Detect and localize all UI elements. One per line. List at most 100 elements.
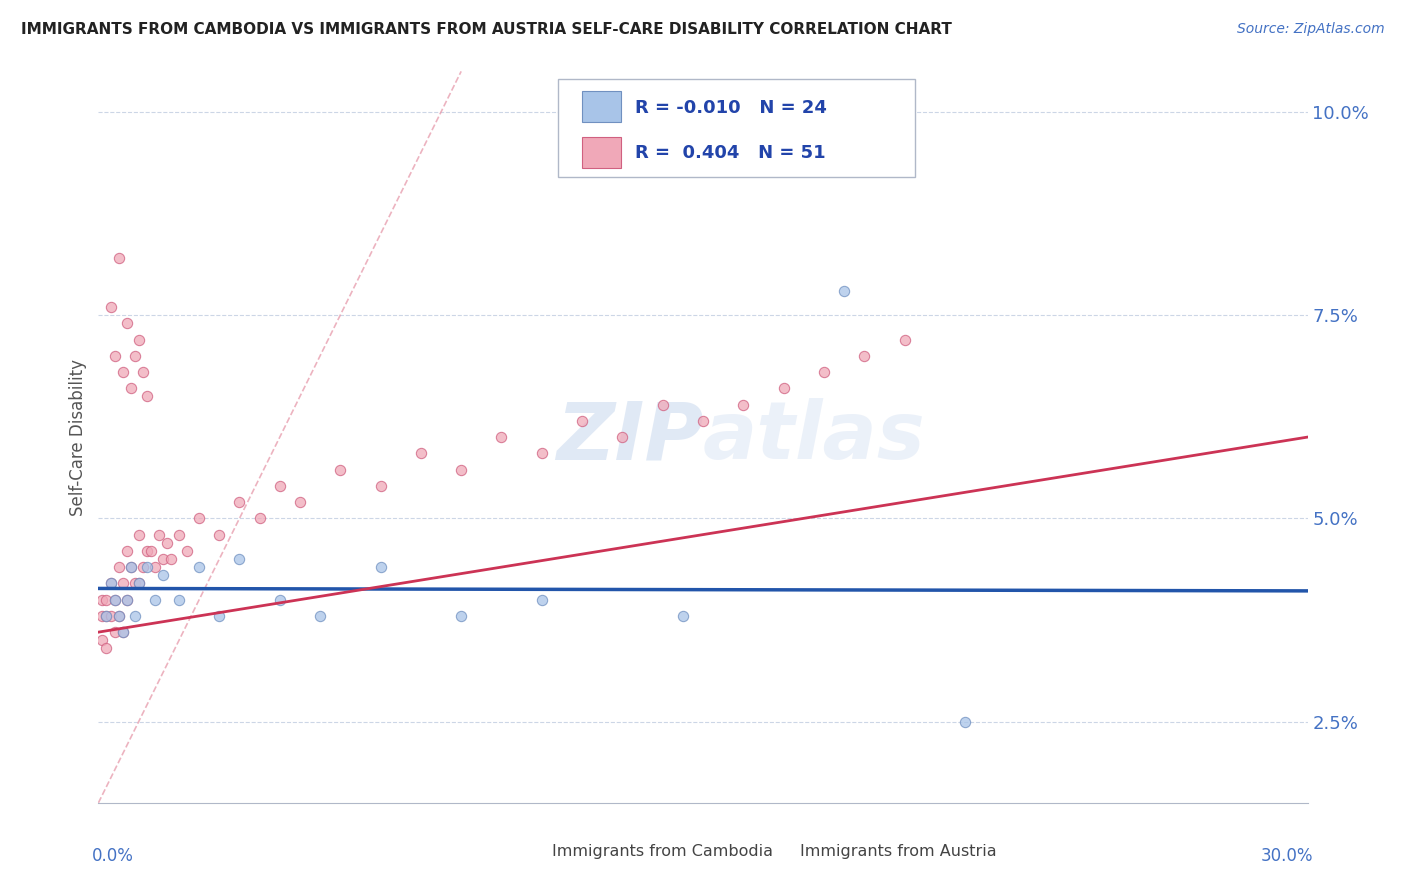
Point [853,349,876,363]
Point [228,552,250,566]
Point [249,511,271,525]
Text: atlas: atlas [703,398,925,476]
FancyBboxPatch shape [582,137,621,168]
Point [269,592,291,607]
Point [269,479,291,493]
Text: IMMIGRANTS FROM CAMBODIA VS IMMIGRANTS FROM AUSTRIA SELF-CARE DISABILITY CORRELA: IMMIGRANTS FROM CAMBODIA VS IMMIGRANTS F… [21,22,952,37]
FancyBboxPatch shape [758,839,794,865]
Point [115,316,138,330]
Point [103,592,125,607]
Point [103,592,125,607]
Point [148,527,170,541]
Point [107,608,129,623]
Text: Source: ZipAtlas.com: Source: ZipAtlas.com [1237,22,1385,37]
Point [111,576,134,591]
Point [128,576,150,591]
Point [450,608,472,623]
Y-axis label: Self-Care Disability: Self-Care Disability [69,359,87,516]
Point [107,608,129,623]
Point [188,560,211,574]
Point [111,625,134,640]
Point [91,633,114,648]
Point [91,592,114,607]
FancyBboxPatch shape [558,78,915,178]
Point [103,349,125,363]
Point [733,398,755,412]
FancyBboxPatch shape [509,839,546,865]
Point [107,560,129,574]
Point [571,414,593,428]
Point [96,641,118,656]
Point [143,592,166,607]
Point [309,608,332,623]
Point [103,625,125,640]
Point [156,535,179,549]
Point [115,544,138,558]
Point [370,560,392,574]
Point [188,511,211,525]
Point [124,349,146,363]
Point [208,527,231,541]
Point [813,365,835,379]
Point [370,479,392,493]
Point [128,576,150,591]
Point [530,592,553,607]
Point [167,527,190,541]
Text: Immigrants from Cambodia: Immigrants from Cambodia [551,845,773,859]
Point [100,576,122,591]
Text: 0.0%: 0.0% [93,847,134,864]
Point [100,608,122,623]
Point [111,625,134,640]
Point [651,398,673,412]
Text: Immigrants from Austria: Immigrants from Austria [800,845,997,859]
Point [124,608,146,623]
Text: ZIP: ZIP [555,398,703,476]
Point [409,446,432,460]
Point [176,544,198,558]
Point [132,365,155,379]
Point [115,592,138,607]
Point [115,592,138,607]
Point [491,430,513,444]
Point [832,284,855,298]
Point [672,608,695,623]
Point [120,560,142,574]
Text: R =  0.404   N = 51: R = 0.404 N = 51 [636,144,825,161]
Point [96,608,118,623]
Point [143,560,166,574]
Point [953,714,976,729]
Point [100,300,122,314]
Point [329,462,352,476]
Point [135,389,157,403]
Point [111,365,134,379]
Point [132,560,155,574]
Point [128,527,150,541]
Point [135,544,157,558]
Text: R = -0.010   N = 24: R = -0.010 N = 24 [636,99,827,117]
Point [228,495,250,509]
Point [167,592,190,607]
FancyBboxPatch shape [582,92,621,122]
Point [120,560,142,574]
Point [772,381,794,395]
Point [450,462,472,476]
Point [692,414,714,428]
Point [96,592,118,607]
Point [124,576,146,591]
Point [107,252,129,266]
Point [152,552,174,566]
Point [288,495,311,509]
Text: 30.0%: 30.0% [1261,847,1313,864]
Point [135,560,157,574]
Point [139,544,162,558]
Point [208,608,231,623]
Point [96,608,118,623]
Point [120,381,142,395]
Point [128,333,150,347]
Point [530,446,553,460]
Point [893,333,915,347]
Point [100,576,122,591]
Point [152,568,174,582]
Point [612,430,634,444]
Point [160,552,183,566]
